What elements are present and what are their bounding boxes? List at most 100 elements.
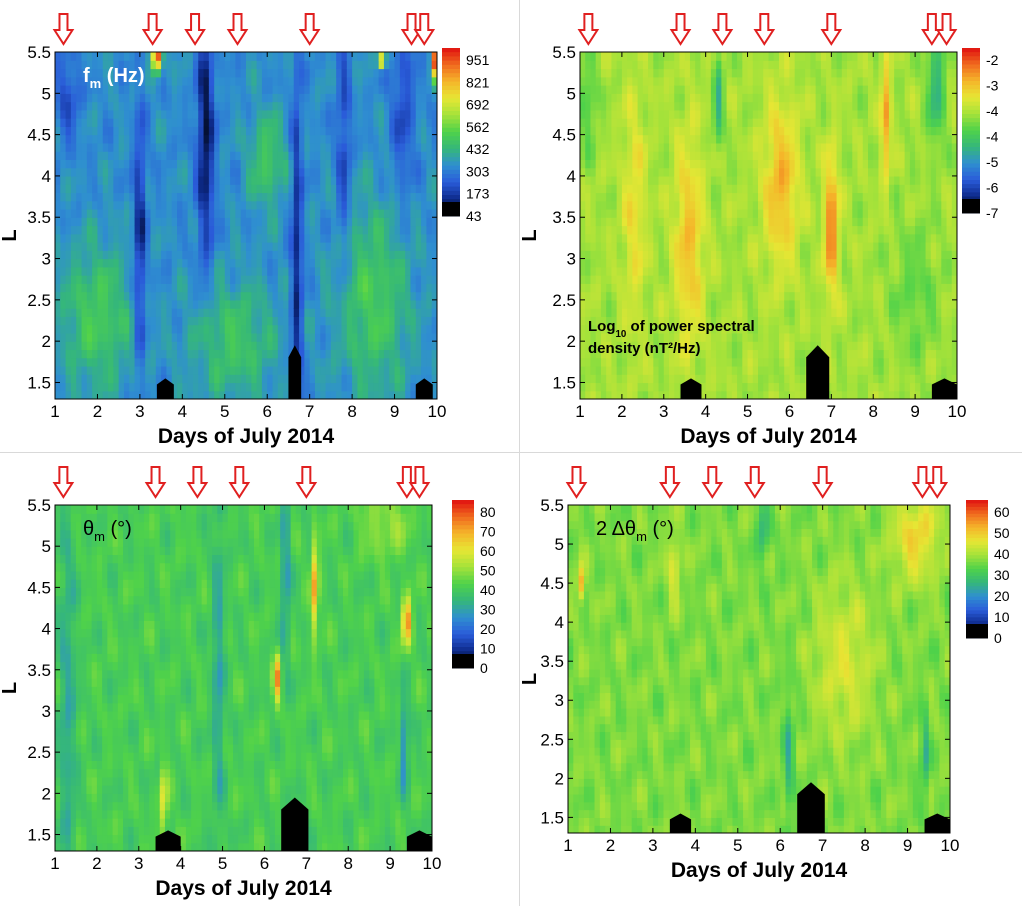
heatmap-cell: [251, 391, 257, 400]
heatmap-cell: [742, 126, 748, 135]
heatmap-cell: [721, 358, 727, 367]
heatmap-cell: [262, 151, 268, 160]
heatmap-cell: [363, 126, 369, 135]
heatmap-cell: [108, 250, 114, 259]
heatmap-cell: [336, 391, 342, 400]
heatmap-cell: [352, 308, 358, 317]
heatmap-cell: [742, 217, 748, 226]
heatmap-cell: [753, 226, 759, 235]
heatmap-cell: [737, 192, 743, 201]
heatmap-cell: [151, 366, 157, 375]
heatmap-cell: [627, 69, 633, 78]
heatmap-cell: [769, 242, 775, 251]
heatmap-cell: [103, 126, 109, 135]
heatmap-cell: [310, 192, 316, 201]
heatmap-cell: [638, 217, 644, 226]
heatmap-cell: [357, 135, 363, 144]
heatmap-cell: [384, 391, 390, 400]
heatmap-cell: [172, 102, 178, 111]
heatmap-cell: [664, 85, 670, 94]
heatmap-cell: [66, 77, 72, 86]
heatmap-cell: [800, 159, 806, 168]
heatmap-cell: [347, 341, 353, 350]
heatmap-cell: [129, 275, 135, 284]
heatmap-cell: [219, 201, 225, 210]
heatmap-cell: [283, 110, 289, 119]
heatmap-cell: [421, 176, 427, 185]
heatmap-cell: [92, 341, 98, 350]
heatmap-cell: [789, 300, 795, 309]
heatmap-cell: [732, 382, 738, 391]
heatmap-cell: [711, 275, 717, 284]
heatmap-cell: [674, 391, 680, 400]
heatmap-cell: [257, 118, 263, 127]
heatmap-cell: [400, 242, 406, 251]
heatmap-cell: [617, 77, 623, 86]
heatmap-cell: [389, 316, 395, 325]
heatmap-cell: [664, 259, 670, 268]
heatmap-cell: [805, 192, 811, 201]
colorbar-segment: [442, 145, 460, 150]
heatmap-cell: [700, 201, 706, 210]
heatmap-cell: [235, 349, 241, 358]
heatmap-cell: [315, 366, 321, 375]
heatmap-cell: [108, 341, 114, 350]
heatmap-cell: [632, 77, 638, 86]
heatmap-cell: [695, 93, 701, 102]
heatmap-cell: [166, 77, 172, 86]
heatmap-cell: [643, 159, 649, 168]
heatmap-cell: [758, 333, 764, 342]
heatmap-cell: [384, 151, 390, 160]
heatmap-cell: [241, 308, 247, 317]
heatmap-cell: [288, 217, 294, 226]
heatmap-cell: [331, 391, 337, 400]
heatmap-cell: [278, 292, 284, 301]
heatmap-cell: [214, 102, 220, 111]
heatmap-cell: [763, 192, 769, 201]
heatmap-cell: [188, 333, 194, 342]
heatmap-cell: [172, 118, 178, 127]
heatmap-cell: [225, 250, 231, 259]
heatmap-cell: [653, 382, 659, 391]
heatmap-cell: [336, 250, 342, 259]
heatmap-cell: [742, 366, 748, 375]
heatmap-cell: [124, 234, 130, 243]
heatmap-cell: [156, 159, 162, 168]
heatmap-cell: [659, 126, 665, 135]
heatmap-cell: [805, 300, 811, 309]
heatmap-cell: [580, 135, 586, 144]
heatmap-cell: [241, 60, 247, 69]
heatmap-cell: [400, 159, 406, 168]
heatmap-cell: [737, 126, 743, 135]
heatmap-cell: [601, 69, 607, 78]
heatmap-cell: [742, 382, 748, 391]
heatmap-cell: [87, 201, 93, 210]
heatmap-cell: [209, 382, 215, 391]
heatmap-cell: [283, 184, 289, 193]
heatmap-cell: [230, 316, 236, 325]
heatmap-cell: [617, 250, 623, 259]
x-tick-label: 2: [93, 402, 102, 421]
heatmap-cell: [373, 192, 379, 201]
heatmap-cell: [326, 176, 332, 185]
heatmap-cell: [315, 201, 321, 210]
heatmap-cell: [336, 316, 342, 325]
heatmap-cell: [82, 250, 88, 259]
heatmap-cell: [262, 275, 268, 284]
heatmap-cell: [368, 93, 374, 102]
heatmap-cell: [108, 391, 114, 400]
heatmap-cell: [395, 242, 401, 251]
heatmap-cell: [193, 176, 199, 185]
heatmap-cell: [278, 192, 284, 201]
heatmap-cell: [92, 234, 98, 243]
heatmap-cell: [363, 184, 369, 193]
heatmap-cell: [421, 192, 427, 201]
heatmap-cell: [758, 308, 764, 317]
heatmap-cell: [685, 118, 691, 127]
heatmap-cell: [379, 151, 385, 160]
heatmap-cell: [188, 118, 194, 127]
heatmap-cell: [151, 275, 157, 284]
heatmap-cell: [405, 267, 411, 276]
heatmap-cell: [800, 143, 806, 152]
heatmap-cell: [304, 77, 310, 86]
